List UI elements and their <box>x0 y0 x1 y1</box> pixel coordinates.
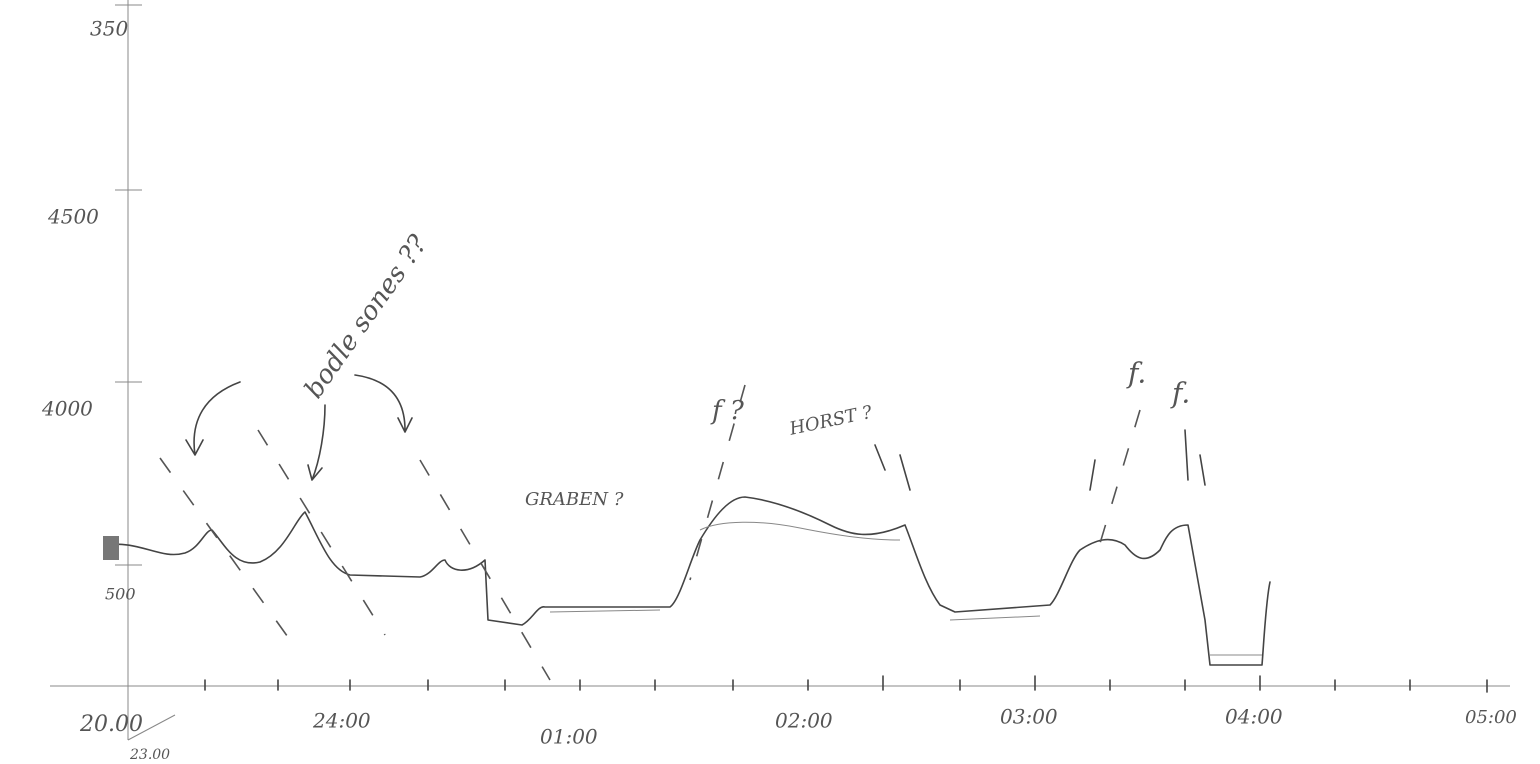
x-label: 04:00 <box>1225 705 1283 729</box>
axis-diagonal <box>127 714 176 741</box>
annotation: f. <box>1170 377 1190 410</box>
annotation: GRABEN ? <box>525 489 624 510</box>
sign-marks <box>874 429 1206 491</box>
x-ticks <box>204 675 1488 693</box>
x-label: 01:00 <box>540 725 598 749</box>
fault-line <box>419 459 551 681</box>
x-label: 03:00 <box>1000 705 1058 729</box>
y-label: 4500 <box>47 205 99 229</box>
annotation: f. <box>1126 357 1146 390</box>
arrow <box>354 374 413 433</box>
y-label: 500 <box>105 585 136 604</box>
profile-hatch <box>699 521 901 541</box>
y-label: 350 <box>90 17 128 41</box>
x-label: 20.00 <box>79 712 143 737</box>
y-ticks <box>115 4 142 566</box>
x-label: 02:00 <box>775 709 833 733</box>
profile-line <box>104 496 1271 666</box>
y-label: 4000 <box>41 397 93 421</box>
fault-line <box>1094 409 1141 561</box>
start-marker <box>103 536 119 560</box>
arrow <box>185 381 241 456</box>
annotation: f ? <box>710 396 745 426</box>
x-label: 05:00 <box>1465 707 1517 728</box>
fault-line <box>159 457 291 641</box>
annotation: HORST ? <box>787 402 875 440</box>
profile-hatch <box>549 609 1262 656</box>
arrow <box>307 404 326 481</box>
x-sub-label: 23.00 <box>129 747 170 763</box>
fault-line <box>257 429 386 636</box>
x-label: 24:00 <box>312 709 371 733</box>
fault-line <box>689 384 746 581</box>
